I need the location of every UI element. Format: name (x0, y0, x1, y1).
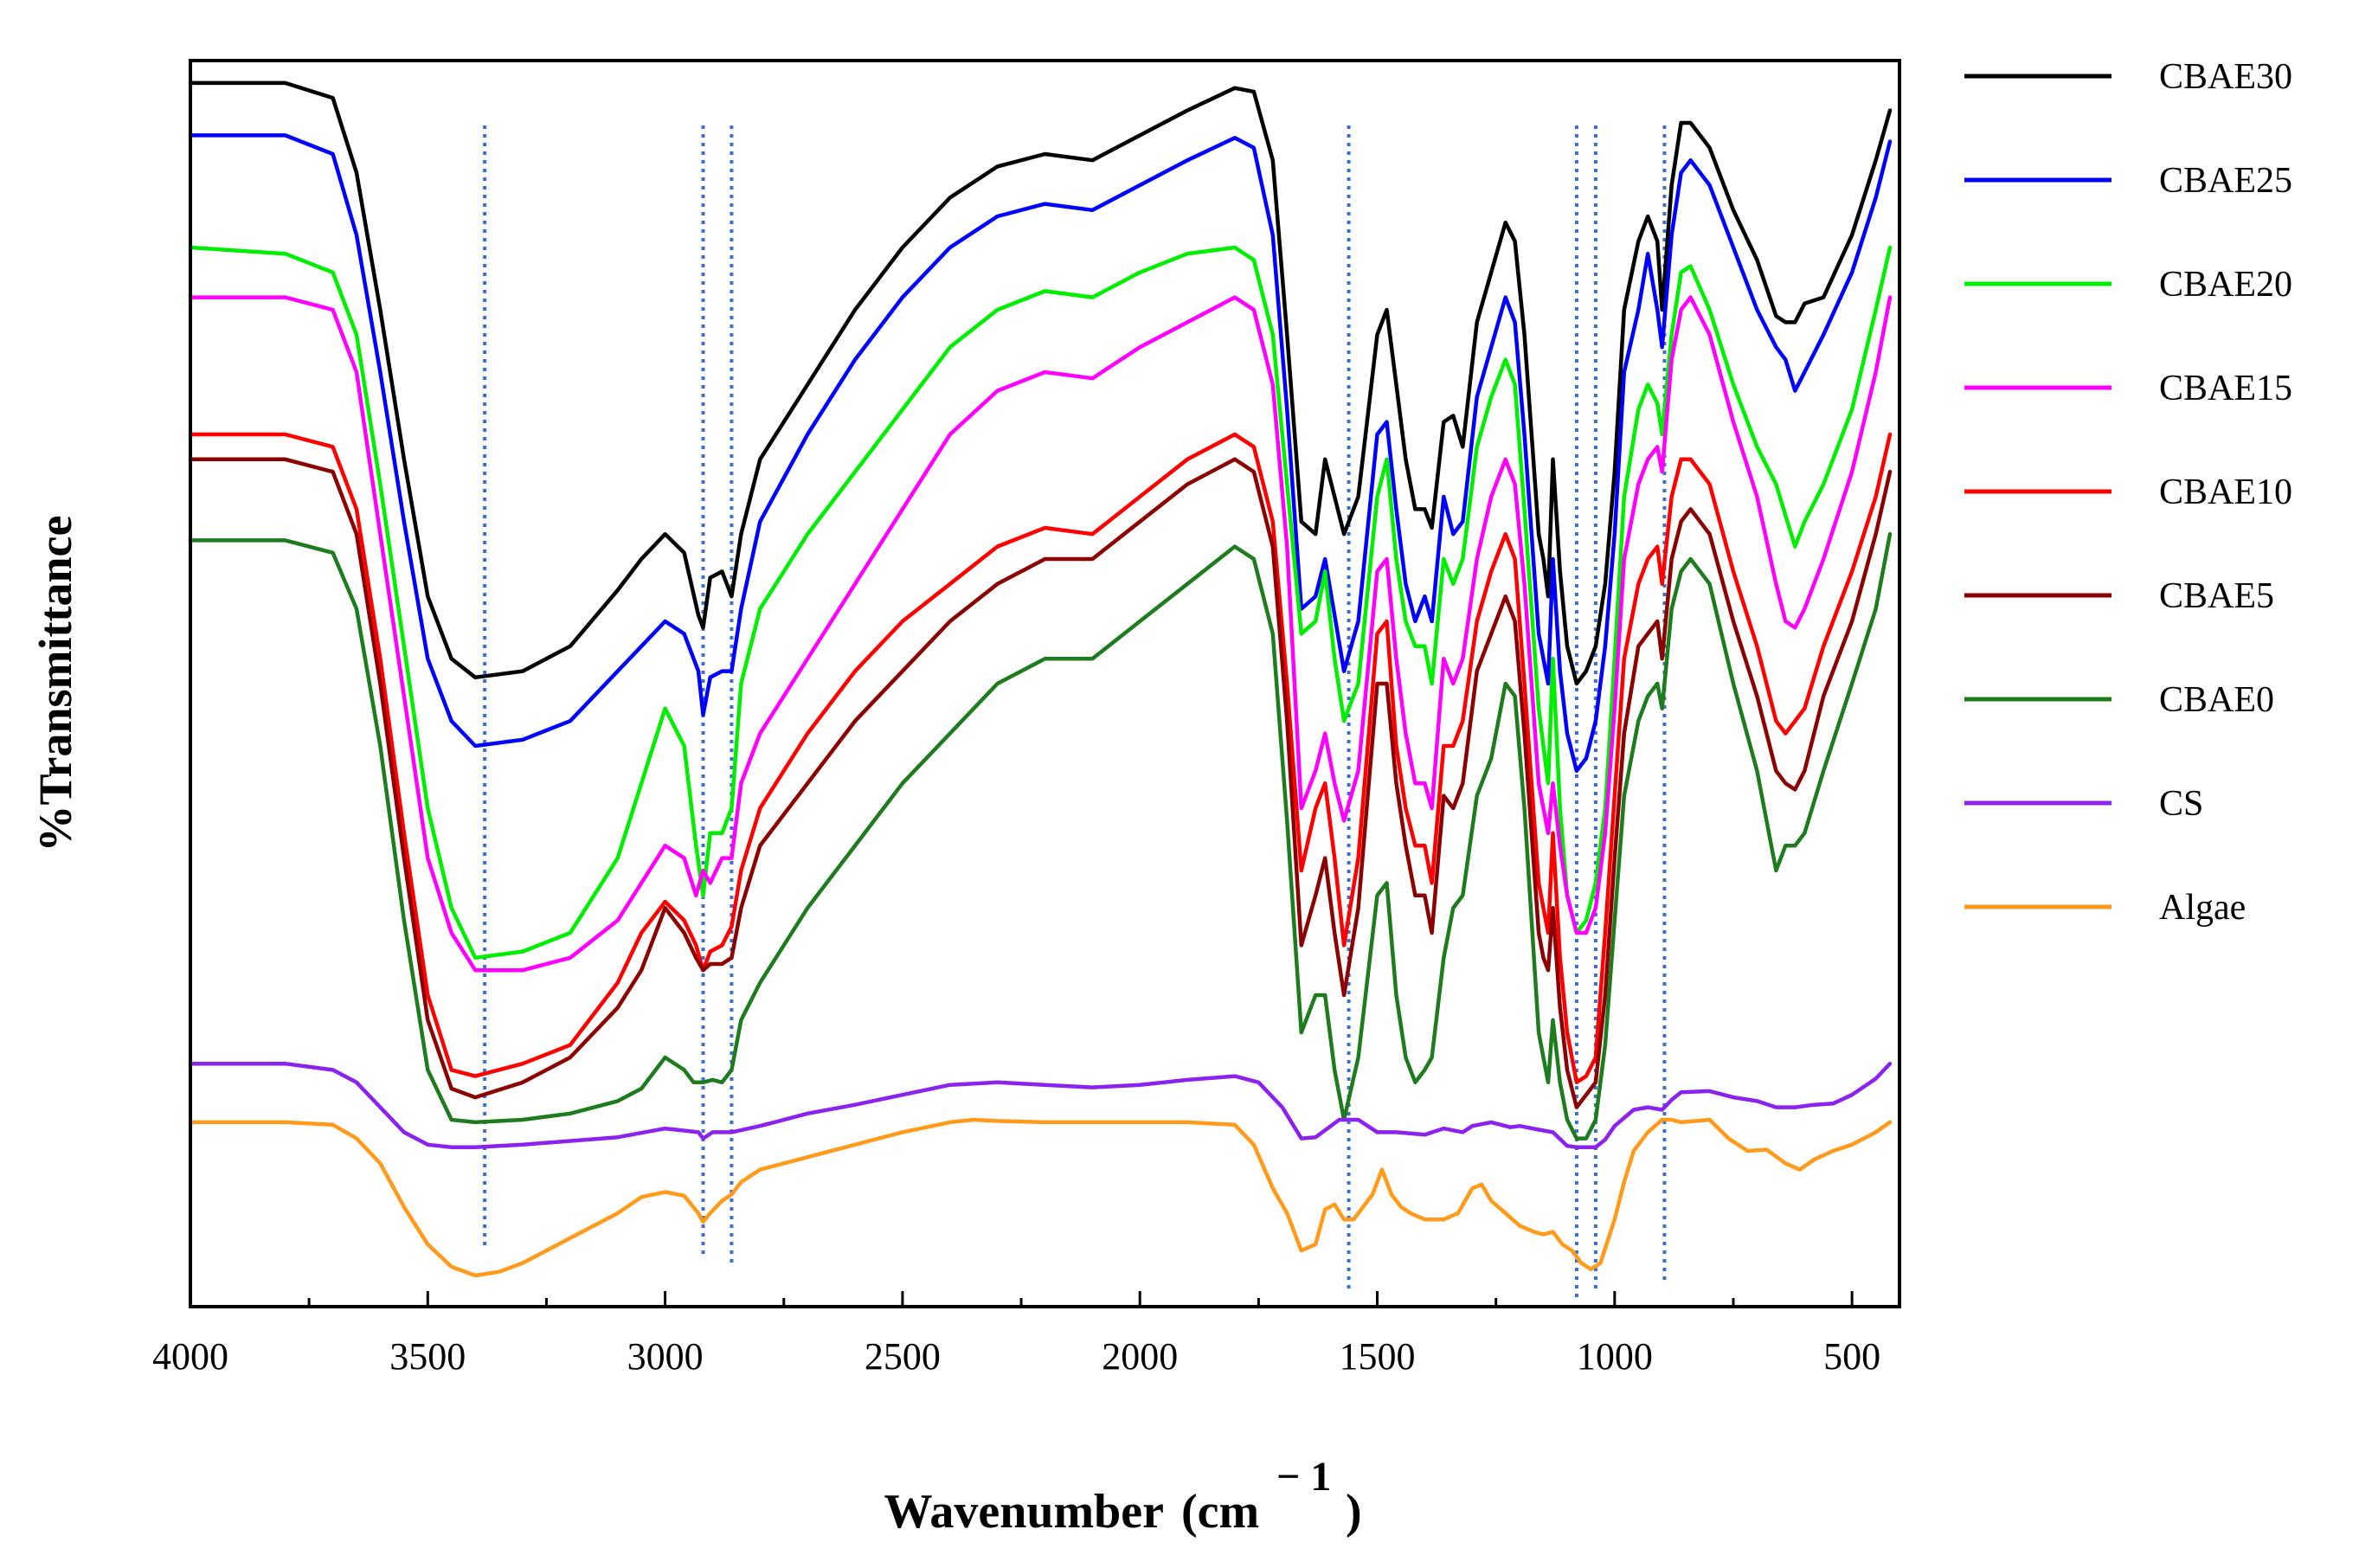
legend-label-cbae10: CBAE10 (2159, 472, 2292, 512)
x-tick-label-3500: 3500 (389, 1335, 466, 1378)
x-axis-label-unit: (cm (1181, 1485, 1259, 1539)
legend-label-cbae25: CBAE25 (2159, 161, 2292, 201)
series-line-cbae5 (188, 457, 1893, 1109)
legend-label-cbae0: CBAE0 (2159, 680, 2274, 720)
x-axis-label-superscript: − 1 (1276, 1454, 1331, 1500)
x-tick-label-3000: 3000 (627, 1335, 704, 1378)
legend: CBAE30 CBAE25 CBAE20 CBAE15 CBAE10 CBAE5 CBAE0… (1964, 57, 2292, 928)
x-tick-label-1000: 1000 (1577, 1335, 1653, 1378)
series-line-cbae10 (188, 432, 1893, 1085)
legend-label-cbae20: CBAE20 (2159, 265, 2292, 305)
series-line-cbae15 (188, 295, 1893, 973)
series-line-algae (188, 1117, 1893, 1278)
legend-label-cbae30: CBAE30 (2159, 57, 2292, 97)
plot-frame (189, 59, 1901, 1308)
x-axis-label: Wavenumber (cm − 1 ) (884, 1454, 1361, 1539)
legend-label-cs: CS (2159, 784, 2203, 824)
x-tick-label-1500: 1500 (1340, 1335, 1416, 1378)
series-line-cbae20 (188, 245, 1893, 961)
y-axis-label: %Transmittance (29, 516, 81, 852)
series-line-cbae0 (188, 531, 1893, 1141)
series-line-cs (188, 1061, 1893, 1149)
series-line-cbae25 (188, 133, 1893, 774)
x-axis-label-close: ) (1346, 1485, 1362, 1539)
x-tick-label-2500: 2500 (865, 1335, 941, 1378)
legend-label-cbae15: CBAE15 (2159, 369, 2292, 408)
x-axis-ticks (189, 1291, 1854, 1307)
series-line-cbae30 (188, 80, 1893, 686)
x-tick-label-2000: 2000 (1102, 1335, 1178, 1378)
legend-label-cbae5: CBAE5 (2159, 576, 2274, 616)
x-tick-label-4000: 4000 (152, 1335, 228, 1378)
x-axis-label-main: Wavenumber (884, 1485, 1164, 1539)
legend-label-algae: Algae (2159, 888, 2246, 928)
x-tick-label-500: 500 (1823, 1335, 1880, 1378)
x-axis-tick-labels: 4000 3500 3000 2500 2000 1500 1000 500 (152, 1335, 1880, 1378)
series-layer (188, 80, 1893, 1278)
